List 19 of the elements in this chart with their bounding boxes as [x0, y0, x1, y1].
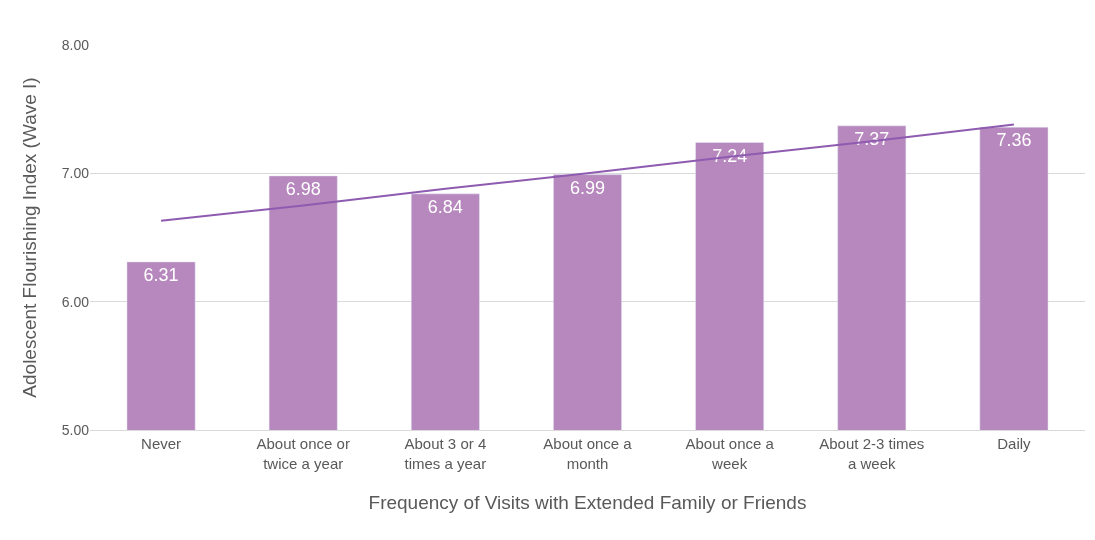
x-tick-label: About 3 or 4 times a year — [404, 435, 487, 472]
y-axis-title: Adolescent Flourishing Index (Wave I) — [18, 77, 40, 398]
data-label: 6.98 — [285, 178, 321, 199]
y-tick-label: 7.00 — [61, 165, 90, 182]
data-label: 7.37 — [854, 128, 890, 149]
y-tick-label: 5.00 — [61, 421, 90, 438]
x-tick-label: Daily — [997, 435, 1032, 452]
y-tick-label: 8.00 — [61, 36, 90, 53]
y-tick-label: 6.00 — [61, 293, 90, 310]
x-tick-label: Never — [141, 435, 182, 452]
data-label: 6.99 — [569, 177, 606, 198]
x-tick-label: About once or twice a year — [256, 435, 350, 472]
x-axis-title: Frequency of Visits with Extended Family or Friends — [368, 492, 807, 514]
data-label: 7.36 — [996, 130, 1032, 151]
x-tick-label: About once a week — [685, 435, 775, 472]
x-tick-label: About once a month — [543, 435, 633, 472]
x-tick-label: About 2-3 times a week — [819, 435, 925, 472]
data-label: 6.31 — [143, 264, 179, 285]
data-label: 6.84 — [427, 196, 463, 217]
